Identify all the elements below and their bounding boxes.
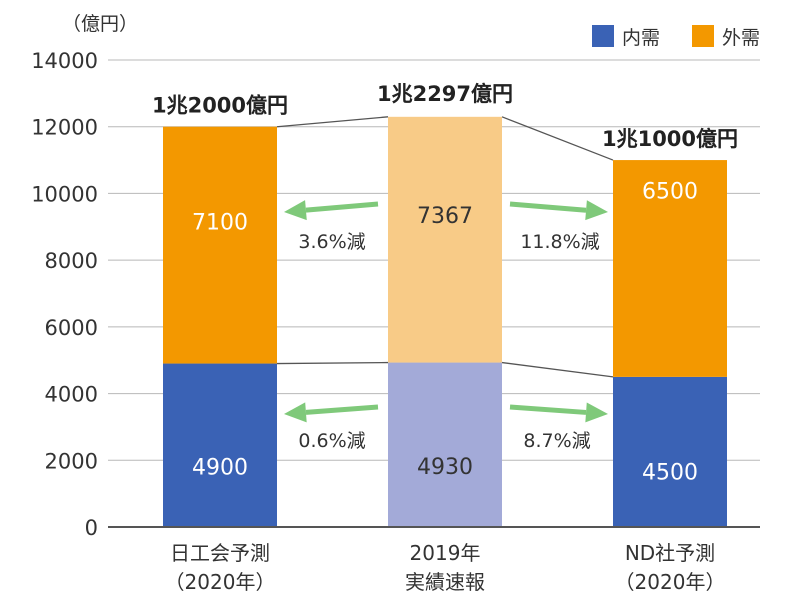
y-tick-label: 12000 xyxy=(31,116,98,140)
y-axis-unit-label: （億円） xyxy=(62,13,138,35)
y-tick-label: 0 xyxy=(85,516,98,540)
bar-total-label: 1兆1000億円 xyxy=(602,127,738,151)
x-category-label: 2019年 xyxy=(410,541,481,565)
arrow-head-icon xyxy=(284,402,307,423)
pct-change-label: 11.8%減 xyxy=(520,231,599,253)
bar-value-label: 7367 xyxy=(417,204,473,229)
pct-change-label: 8.7%減 xyxy=(523,430,590,452)
x-category-label: （2020年） xyxy=(165,570,276,594)
bar-value-label: 4930 xyxy=(417,455,473,480)
x-category-label: 実績速報 xyxy=(405,570,485,594)
arrow-head-icon xyxy=(585,402,608,423)
legend-swatch-foreign xyxy=(692,25,714,47)
legend: 内需 外需 xyxy=(592,25,760,49)
x-category-label: ND社予測 xyxy=(625,541,715,565)
y-tick-label: 14000 xyxy=(31,49,98,73)
y-tick-label: 8000 xyxy=(45,249,98,273)
bar-segment-domestic xyxy=(163,363,277,527)
bar-value-label: 6500 xyxy=(642,179,698,204)
bar-value-label: 4500 xyxy=(642,460,698,485)
arrow-shaft xyxy=(305,404,379,415)
bar-value-label: 7100 xyxy=(192,210,248,235)
arrow-shaft xyxy=(509,404,587,415)
y-tick-label: 6000 xyxy=(45,316,98,340)
x-category-label: （2020年） xyxy=(615,570,726,594)
bars xyxy=(163,116,727,527)
pct-change-label: 3.6%減 xyxy=(298,231,365,253)
connector-line xyxy=(501,361,614,378)
y-tick-label: 4000 xyxy=(45,383,98,407)
bar-total-label: 1兆2297億円 xyxy=(377,82,513,106)
connector-lines xyxy=(276,116,614,378)
connector-line xyxy=(501,116,614,161)
arrow-shaft xyxy=(305,201,379,213)
bar-labels: 4900 7100 1兆2000億円 4930 7367 1兆2297億円 4500 6500… xyxy=(152,82,738,486)
bar-segment-foreign xyxy=(163,126,277,364)
arrow-head-icon xyxy=(284,200,307,221)
bar-segment-foreign xyxy=(613,160,727,377)
bar-segment-domestic xyxy=(388,362,502,527)
pct-change-label: 0.6%減 xyxy=(298,430,365,452)
change-arrows: 3.6%減 11.8%減 0.6%減 8.7%減 xyxy=(284,200,608,452)
legend-swatch-domestic xyxy=(592,25,614,47)
bar-segment-foreign xyxy=(388,116,502,363)
bar-segment-domestic xyxy=(613,376,727,527)
bar-value-label: 4900 xyxy=(192,456,248,481)
arrow-shaft xyxy=(509,201,587,213)
legend-label-domestic: 内需 xyxy=(622,27,660,49)
y-axis-ticks: 0 2000 4000 6000 8000 10000 12000 14000 xyxy=(31,49,98,540)
y-tick-label: 2000 xyxy=(45,449,98,473)
legend-label-foreign: 外需 xyxy=(722,27,760,49)
bar-total-label: 1兆2000億円 xyxy=(152,94,288,118)
connector-line xyxy=(276,361,389,365)
y-tick-label: 10000 xyxy=(31,182,98,206)
x-category-label: 日工会予測 xyxy=(170,541,270,565)
connector-line xyxy=(276,116,389,128)
arrow-head-icon xyxy=(585,200,608,221)
